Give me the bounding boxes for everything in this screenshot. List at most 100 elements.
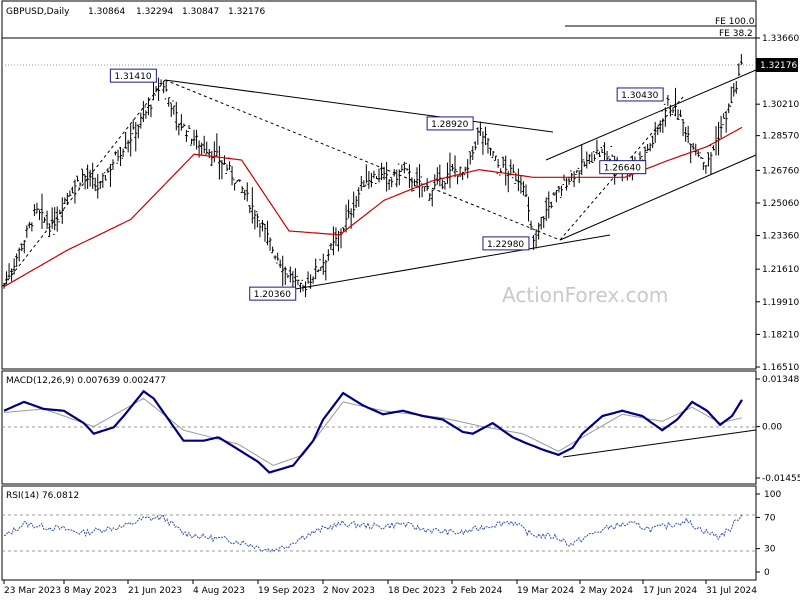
price-bar — [729, 86, 733, 107]
price-bar — [732, 83, 736, 97]
price-bars — [2, 54, 743, 298]
price-bar — [271, 246, 275, 254]
price-bar — [7, 263, 11, 278]
price-bar — [240, 186, 244, 194]
price-bar — [321, 253, 325, 275]
price-bar — [141, 100, 145, 123]
price-bar — [483, 126, 487, 145]
price-bar — [169, 102, 173, 117]
price-bar — [50, 207, 54, 229]
price-bar — [412, 179, 416, 191]
price-bar — [266, 220, 270, 246]
price-bar — [202, 135, 206, 154]
date-tick-label: 4 Aug 2023 — [193, 586, 245, 596]
price-bar — [73, 179, 77, 204]
price-bar — [212, 141, 216, 163]
price-bar — [126, 139, 130, 153]
price-bar — [676, 109, 680, 120]
macd-tick-label: 0.013489 — [762, 375, 800, 385]
price-bar — [610, 146, 614, 157]
price-bar — [164, 81, 168, 100]
price-bar — [724, 110, 728, 133]
price-bar — [108, 163, 112, 188]
chart-header-low: 1.30847 — [182, 7, 219, 17]
price-bar — [719, 115, 723, 139]
price-bar — [456, 171, 460, 185]
price-bar — [288, 266, 292, 283]
price-bar — [374, 176, 378, 184]
channel-lower — [559, 154, 757, 241]
price-bar — [433, 174, 437, 189]
fib-label-100: FE 100.0 — [715, 17, 755, 27]
price-bar — [162, 80, 166, 94]
price-bar — [167, 97, 171, 107]
rsi-tick-label: 70 — [764, 513, 776, 523]
price-bar — [440, 179, 444, 190]
trendline-upper-wedge — [164, 79, 554, 133]
price-bar — [131, 119, 135, 135]
price-bar — [177, 123, 181, 136]
price-bar — [245, 182, 249, 202]
price-bar — [174, 101, 178, 131]
price-bar — [32, 204, 36, 216]
price-bar — [220, 160, 224, 180]
price-bar — [55, 206, 59, 232]
price-bar — [362, 180, 366, 188]
price-bar — [129, 124, 133, 157]
macd-trendline — [562, 429, 757, 458]
price-bar — [111, 159, 115, 171]
price-bar — [532, 235, 536, 251]
date-tick-label: 2 May 2024 — [580, 586, 633, 596]
rsi-axis-ticks: 100 70 30 0 — [756, 490, 781, 578]
price-bar — [205, 141, 209, 155]
price-bar — [428, 193, 432, 201]
price-bar — [96, 173, 100, 199]
price-bar — [699, 152, 703, 159]
price-bar — [58, 209, 62, 223]
price-bar — [463, 166, 467, 176]
price-bar — [238, 179, 242, 183]
macd-axis-ticks: 0.013489 0.00 -0.014554 — [756, 375, 800, 484]
price-tick-label: 1.19910 — [762, 298, 799, 308]
price-bar — [136, 124, 140, 139]
price-bar — [519, 175, 523, 194]
price-bar — [316, 269, 320, 273]
watermark: ActionForex.com — [502, 283, 668, 307]
price-bar — [331, 226, 335, 256]
price-bar — [592, 151, 596, 162]
price-bar — [195, 129, 199, 150]
price-bar — [661, 110, 665, 134]
price-bar — [420, 176, 424, 198]
price-label-text: 1.26640 — [604, 164, 641, 174]
price-bar — [298, 282, 302, 293]
price-bar — [22, 240, 26, 254]
price-bar — [524, 184, 528, 198]
price-tick-label: 1.21610 — [762, 265, 799, 275]
price-bar — [542, 216, 546, 229]
price-bar — [15, 253, 19, 268]
price-bar — [101, 173, 105, 188]
price-bar — [390, 176, 394, 188]
price-bar — [250, 187, 254, 224]
price-bar — [494, 155, 498, 161]
macd-tick-label: -0.014554 — [762, 474, 800, 484]
price-bar — [347, 199, 351, 219]
price-bar — [293, 268, 297, 291]
price-bar — [159, 79, 163, 85]
date-tick-label: 18 Dec 2023 — [388, 586, 446, 596]
price-bar — [17, 247, 21, 262]
price-bar — [81, 168, 85, 183]
price-bar — [283, 266, 287, 285]
price-bar — [319, 259, 323, 272]
price-bar — [696, 150, 700, 158]
price-bar — [45, 210, 49, 229]
price-bar — [727, 103, 731, 114]
price-bar — [590, 152, 594, 163]
price-bar — [60, 197, 64, 224]
price-bar — [179, 114, 183, 131]
price-bar — [106, 168, 110, 173]
price-bar — [501, 156, 505, 168]
price-bar — [25, 225, 29, 238]
price-tick-label: 1.25060 — [762, 199, 799, 209]
